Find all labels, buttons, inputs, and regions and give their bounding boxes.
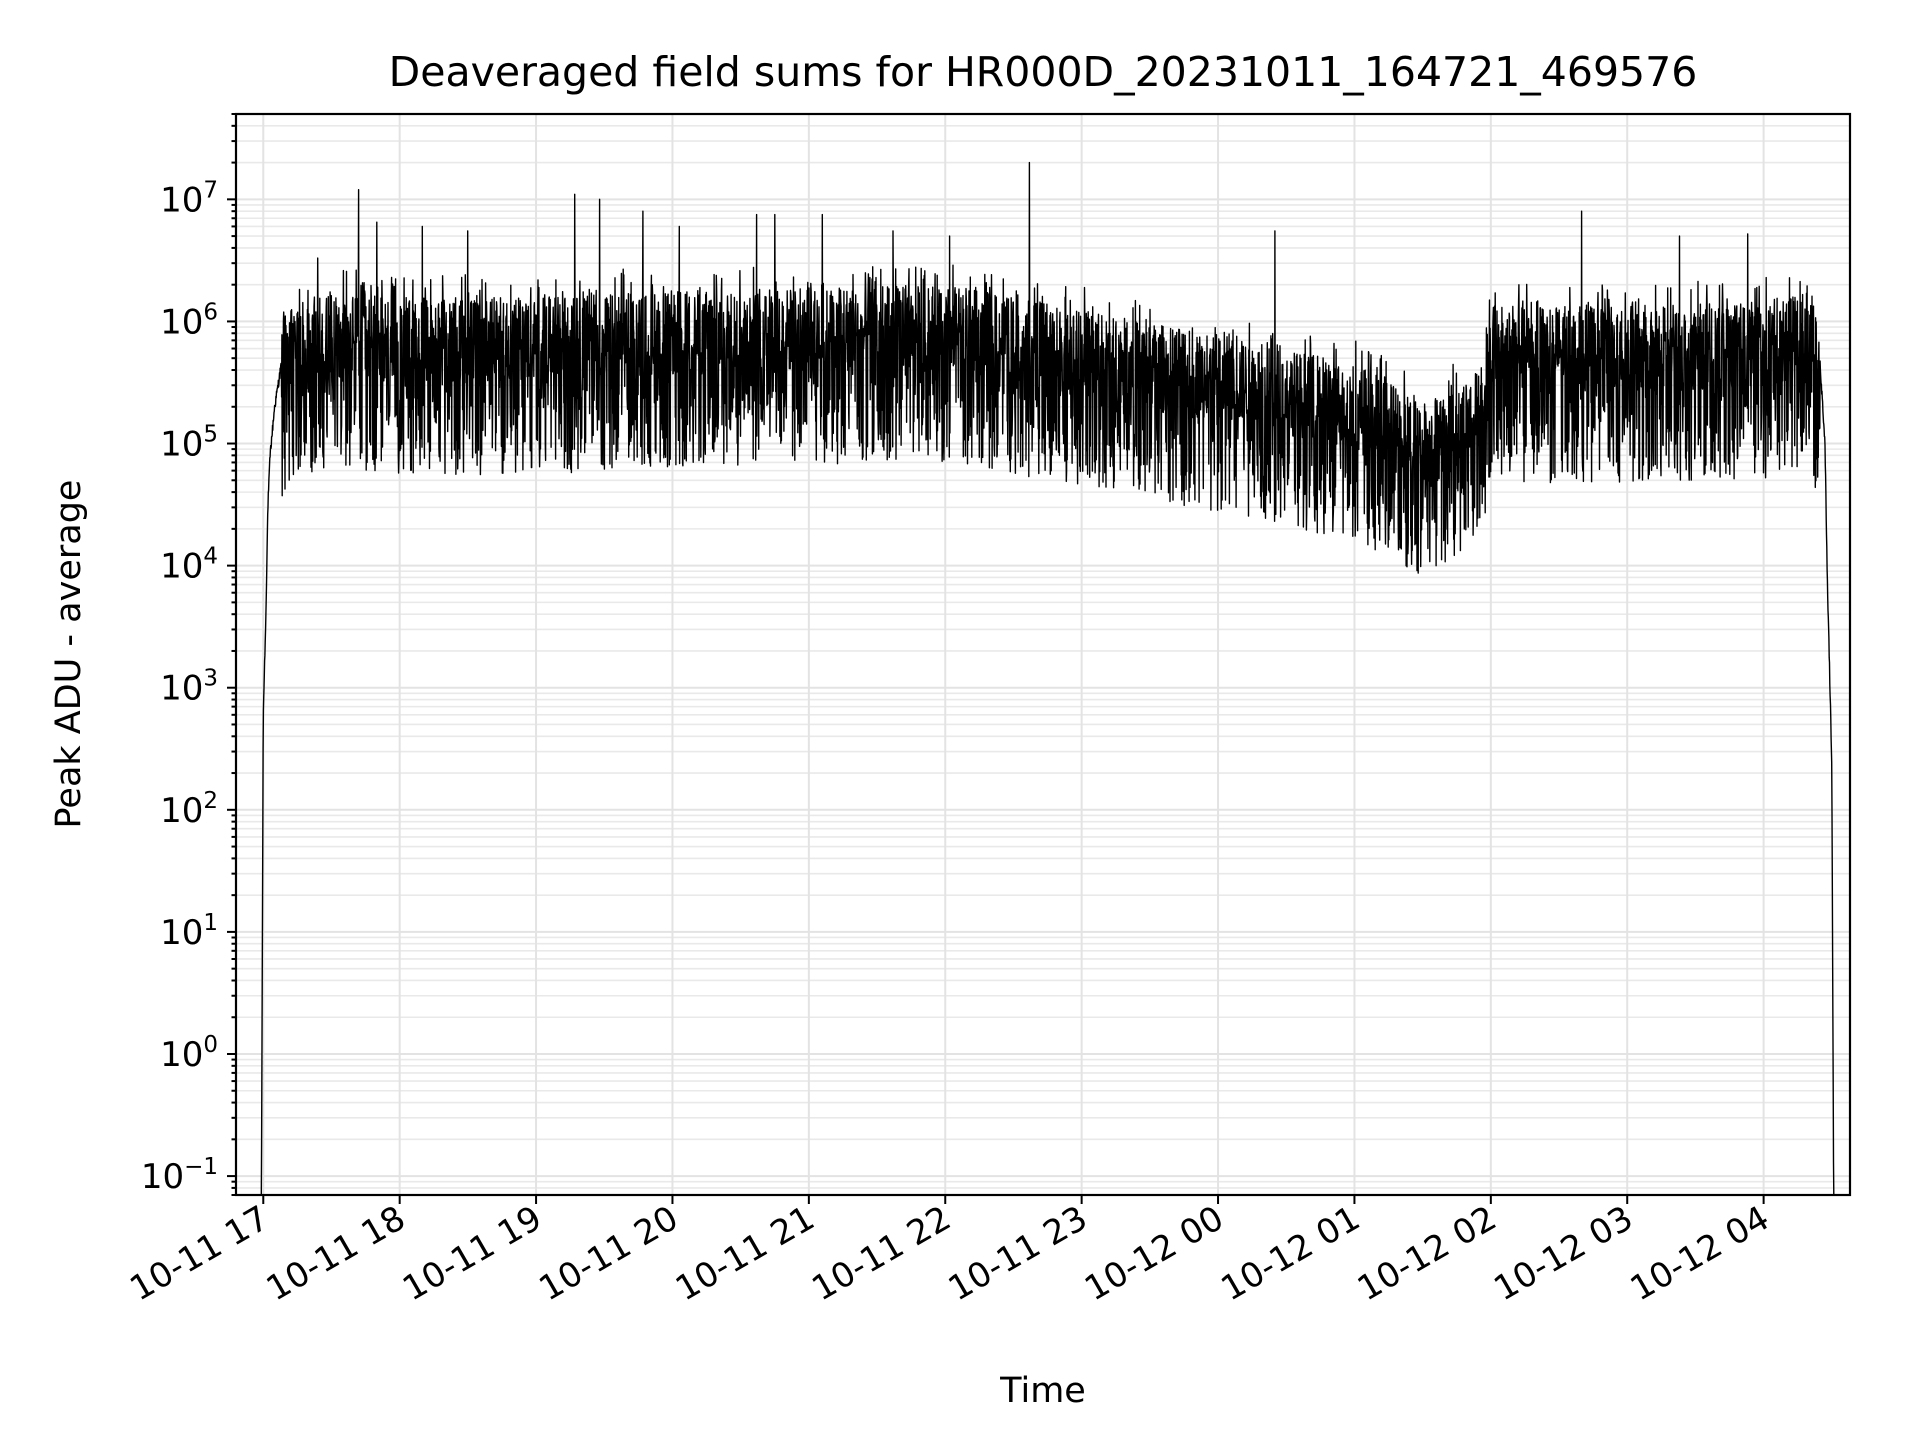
y-tick-label: 102 [160, 788, 218, 831]
series-line [260, 161, 1835, 1196]
plot-area-background [236, 114, 1850, 1195]
y-tick-labels: 10−1 100 101 102 103 104 105 106 107 [141, 177, 218, 1197]
series-layer [260, 161, 1835, 1196]
x-axis-label: Time [999, 1371, 1086, 1411]
chart-title: Deaveraged field sums for HR000D_2023101… [389, 48, 1698, 96]
y-tick-label: 105 [160, 422, 218, 465]
y-tick-label: 101 [160, 910, 218, 953]
y-axis-label: Peak ADU - average [49, 480, 89, 829]
tick-layer [227, 113, 1765, 1204]
y-tick-label: 100 [160, 1032, 218, 1075]
y-tick-label: 103 [160, 666, 218, 709]
y-tick-label: 106 [160, 299, 218, 342]
y-tick-label: 107 [160, 177, 218, 220]
grid-layer [236, 113, 1850, 1196]
y-tick-label: 10−1 [141, 1154, 218, 1197]
y-tick-label: 104 [160, 544, 218, 587]
axes-frame [234, 112, 1852, 1197]
